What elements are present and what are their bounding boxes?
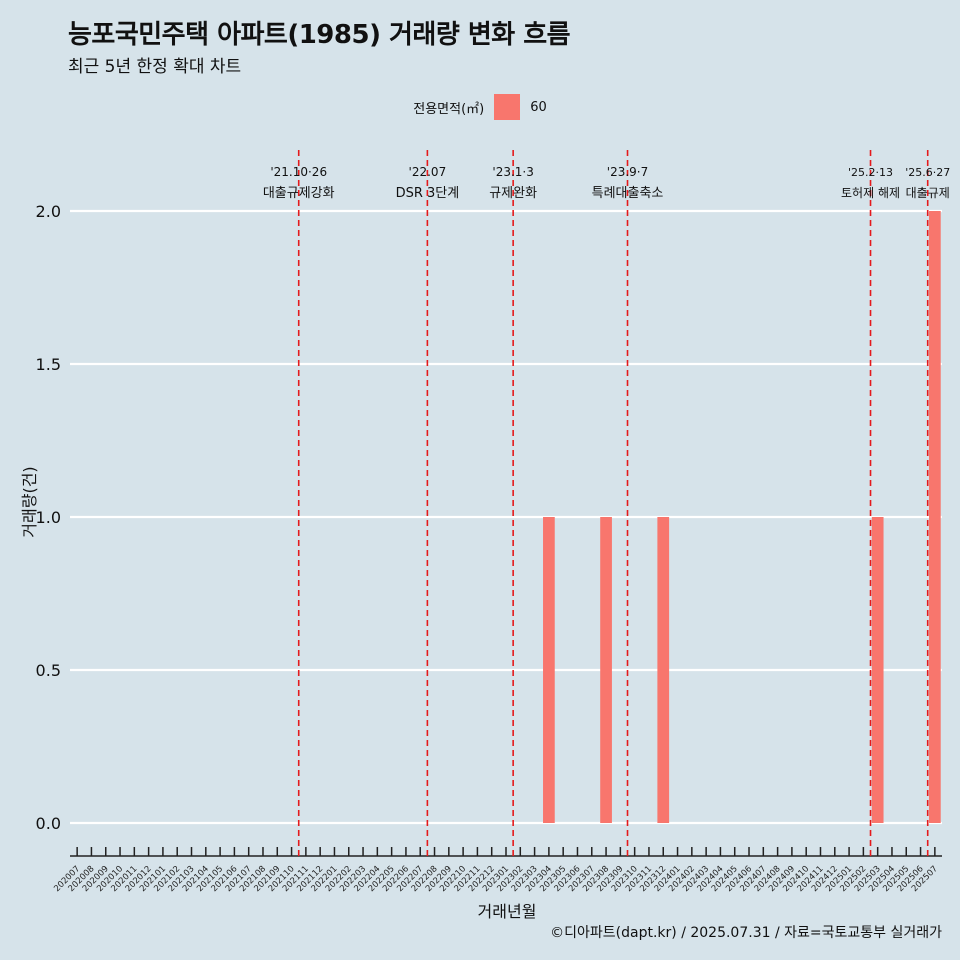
event-label-202502: 토허제 해제 (841, 186, 900, 200)
y-tick-label: 1.0 (36, 508, 61, 527)
bar-202304 (543, 517, 555, 823)
event-date-202301: '23.1·3 (492, 165, 533, 179)
chart-title: 능포국민주택 아파트(1985) 거래량 변화 흐름 (68, 20, 571, 50)
y-tick-label: 1.5 (36, 355, 61, 374)
source-caption: ©디아파트(dapt.kr) / 2025.07.31 / 자료=국토교통부 실… (550, 925, 942, 941)
y-tick-label: 0.5 (36, 661, 61, 680)
event-date-202309: '23.9·7 (607, 165, 648, 179)
legend: 전용면적(㎡) 60 (0, 94, 960, 120)
x-axis-label: 거래년월 (477, 902, 537, 921)
legend-label-60: 60 (530, 99, 547, 115)
y-axis-label: 거래량(건) (20, 466, 39, 538)
bar-202308 (600, 517, 612, 823)
bar-202312 (657, 517, 670, 823)
event-date-202506: '25.6·27 (905, 166, 950, 179)
event-date-202207: '22.07 (409, 165, 447, 179)
chart-subtitle: 최근 5년 한정 확대 차트 (68, 57, 242, 77)
event-label-202207: DSR 3단계 (396, 186, 460, 201)
legend-swatch-60 (494, 94, 521, 120)
event-label-202110: 대출규제강화 (263, 186, 335, 201)
y-tick-label: 0.0 (36, 814, 61, 833)
bar-202507 (928, 211, 941, 823)
legend-title: 전용면적(㎡) (413, 101, 485, 117)
bar-202503 (871, 517, 884, 823)
event-date-202502: '25.2·13 (848, 166, 893, 179)
y-tick-label: 2.0 (36, 202, 61, 221)
event-date-202110: '21.10·26 (270, 165, 327, 179)
event-label-202301: 규제완화 (489, 186, 537, 201)
event-label-202309: 특례대출축소 (592, 186, 664, 201)
event-label-202506: 대출규제 (906, 186, 950, 200)
